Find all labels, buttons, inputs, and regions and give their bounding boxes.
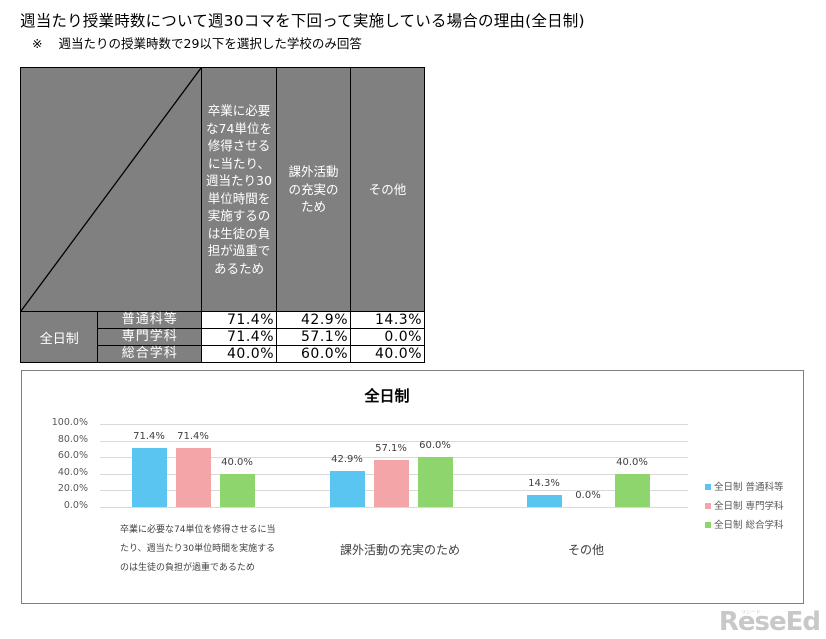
legend-item: 全日制 専門学科 bbox=[705, 497, 784, 516]
data-label: 57.1% bbox=[375, 442, 407, 454]
row-label: 総合学科 bbox=[97, 345, 202, 363]
table-cell: 71.4% bbox=[201, 311, 277, 329]
column-header-line: 実施するの bbox=[207, 208, 271, 223]
note-text: 週当たりの授業時数で29以下を選択した学校のみ回答 bbox=[58, 36, 362, 51]
legend-label: 全日制 総合学科 bbox=[714, 520, 784, 531]
data-label: 60.0% bbox=[419, 440, 451, 452]
column-header-line: 単位時間を bbox=[207, 190, 271, 206]
column-header-line: な74単位を bbox=[206, 120, 272, 136]
column-header-line: ため bbox=[300, 199, 326, 215]
gridline bbox=[100, 424, 688, 425]
legend-swatch-icon bbox=[705, 502, 711, 509]
bar bbox=[418, 457, 453, 507]
table-row: 全日制 普通科等 71.4% 42.9% 14.3% bbox=[19, 311, 425, 363]
y-tick-label: 100.0% bbox=[51, 417, 88, 428]
gridline bbox=[100, 507, 688, 508]
y-tick-label: 40.0% bbox=[57, 466, 88, 478]
table-cell: 71.4% bbox=[201, 328, 277, 346]
table-cell: 0.0% bbox=[350, 328, 425, 346]
column-header: その他 bbox=[350, 67, 425, 312]
bar bbox=[615, 473, 650, 507]
legend-item: 全日制 普通科等 bbox=[705, 478, 784, 497]
note-mark: ※ bbox=[32, 36, 43, 51]
table-cell: 57.1% bbox=[276, 328, 351, 346]
table-cell: 14.3% bbox=[350, 311, 425, 329]
watermark-logo: リシード ReseEd bbox=[718, 607, 821, 637]
bar bbox=[176, 447, 211, 507]
gridline bbox=[100, 457, 688, 459]
data-label: 40.0% bbox=[616, 456, 648, 468]
table-corner-cell bbox=[20, 67, 202, 312]
y-tick-label: 0.0% bbox=[63, 500, 88, 511]
x-category-label: 課外活動の充実のため bbox=[340, 543, 461, 557]
column-header: 課外活動 の充実のため bbox=[276, 67, 351, 312]
data-table: 卒業に必要な74単位を 修得させるに当たり、週当たり30 単位時間を実施するのは生徒… bbox=[19, 67, 425, 363]
chart-title: 全日制 bbox=[364, 387, 410, 405]
table-row: 総合学科 40.0% 60.0% 40.0% bbox=[21, 345, 425, 363]
table-cell: 40.0% bbox=[350, 345, 425, 363]
y-tick-label: 20.0% bbox=[57, 483, 88, 495]
column-header-line: あるため bbox=[213, 260, 264, 276]
bar bbox=[330, 471, 365, 507]
page-note: ※ 週当たりの授業時数で29以下を選択した学校のみ回答 bbox=[32, 33, 362, 52]
data-label: 71.4% bbox=[177, 430, 209, 442]
legend-swatch-icon bbox=[705, 521, 711, 528]
bar bbox=[527, 495, 562, 507]
bar bbox=[132, 447, 167, 507]
y-tick-label: 80.0% bbox=[57, 433, 88, 445]
column-header-line: 修得させる bbox=[207, 138, 271, 153]
legend-item: 全日制 総合学科 bbox=[705, 516, 784, 535]
column-header-line: 課外活動 bbox=[288, 164, 339, 180]
row-label: 普通科等 bbox=[97, 311, 202, 329]
data-label: 71.4% bbox=[133, 430, 165, 442]
bar bbox=[374, 459, 409, 507]
page-title: 週当たり授業時数について週30コマを下回って実施している場合の理由(全日制) bbox=[20, 12, 585, 30]
y-tick-label: 60.0% bbox=[57, 450, 88, 462]
row-label: 専門学科 bbox=[97, 328, 202, 346]
column-header-line: その他 bbox=[368, 181, 407, 197]
gridline bbox=[100, 440, 688, 442]
bar bbox=[220, 473, 255, 507]
column-header-line: に当たり、 bbox=[207, 155, 270, 171]
x-category-label: 卒業に必要な74単位を修得させるに当 たり、週当たり30単位時間を実施する のは生徒… bbox=[120, 525, 276, 573]
column-header-line: 週当たり30 bbox=[206, 173, 272, 188]
legend-label: 全日制 普通科等 bbox=[714, 482, 784, 493]
data-label: 40.0% bbox=[221, 456, 253, 468]
legend-swatch-icon bbox=[705, 483, 711, 490]
column-header-line: の充実の bbox=[288, 181, 339, 197]
group-label: 全日制 bbox=[19, 311, 99, 363]
chart-legend: 全日制 普通科等 全日制 専門学科 全日制 総合学科 bbox=[705, 478, 784, 535]
table-row: 専門学科 71.4% 57.1% 0.0% bbox=[21, 328, 425, 346]
column-header-line: は生徒の負 bbox=[207, 225, 271, 241]
data-label: 14.3% bbox=[528, 478, 560, 490]
column-header: 卒業に必要な74単位を 修得させるに当たり、週当たり30 単位時間を実施するのは生徒… bbox=[201, 67, 277, 312]
diagonal-line-icon bbox=[21, 68, 201, 311]
table-header-row: 卒業に必要な74単位を 修得させるに当たり、週当たり30 単位時間を実施するのは生徒… bbox=[20, 67, 425, 312]
x-category-label: その他 bbox=[568, 543, 605, 557]
table-cell: 42.9% bbox=[276, 311, 351, 329]
column-header-line: 卒業に必要 bbox=[207, 103, 271, 118]
data-label: 42.9% bbox=[331, 454, 363, 466]
table-cell: 40.0% bbox=[201, 345, 277, 363]
table-cell: 60.0% bbox=[276, 345, 351, 363]
legend-label: 全日制 専門学科 bbox=[714, 501, 784, 512]
column-header-line: 担が過重で bbox=[207, 243, 271, 258]
data-label: 0.0% bbox=[575, 490, 601, 501]
bar-chart: 全日制 100.0% 80.0% 60.0% 40.0% 20.0% 0.0% 71.4% 4… bbox=[21, 370, 804, 604]
